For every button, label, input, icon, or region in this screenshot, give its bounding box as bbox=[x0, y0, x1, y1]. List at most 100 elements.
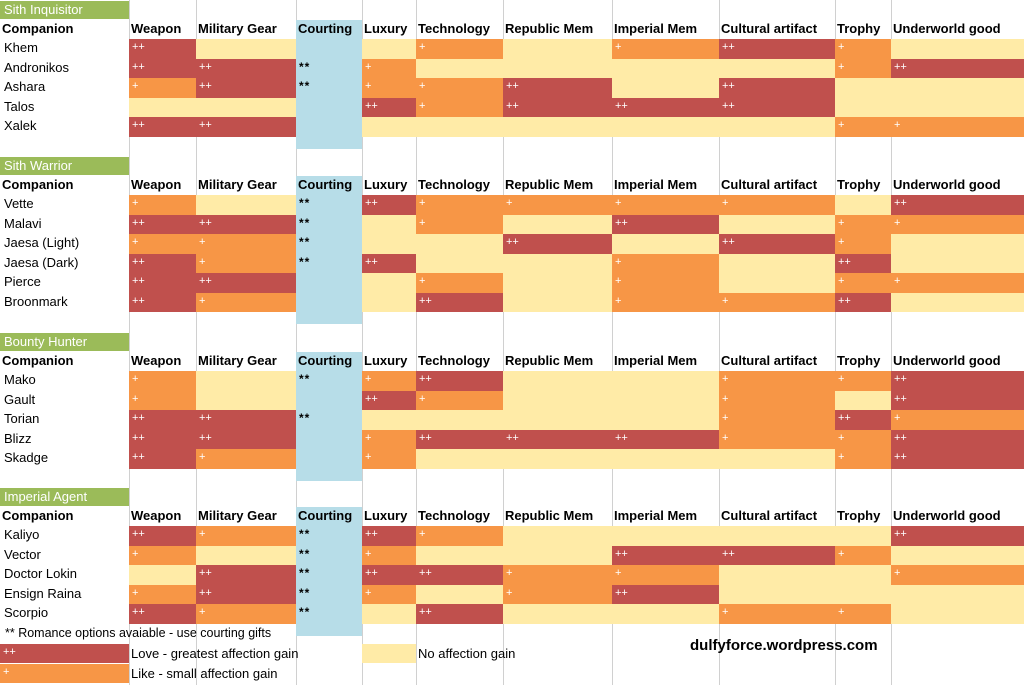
affection-cell: ++ bbox=[196, 565, 296, 585]
grid-line bbox=[129, 0, 130, 685]
affection-cell: ++ bbox=[891, 58, 1024, 78]
affection-cell: + bbox=[196, 253, 296, 273]
affection-cell: + bbox=[416, 526, 503, 546]
column-header: Companion bbox=[2, 21, 74, 36]
affection-cell: + bbox=[835, 39, 891, 59]
column-header: Weapon bbox=[131, 177, 182, 192]
affection-cell: ++ bbox=[416, 604, 503, 624]
affection-cell: + bbox=[416, 273, 503, 293]
affection-cell bbox=[612, 78, 719, 98]
affection-cell bbox=[719, 58, 835, 78]
affection-cell bbox=[296, 117, 362, 137]
affection-cell bbox=[503, 449, 612, 469]
affection-cell: + bbox=[196, 526, 296, 546]
column-header: Underworld good bbox=[893, 21, 1001, 36]
companion-name: Broonmark bbox=[4, 293, 68, 309]
affection-cell: ++ bbox=[416, 292, 503, 312]
affection-cell bbox=[719, 526, 835, 546]
column-header: Military Gear bbox=[198, 508, 277, 523]
affection-cell: + bbox=[835, 117, 891, 137]
affection-cell: ++ bbox=[719, 97, 835, 117]
affection-cell: ** bbox=[296, 526, 362, 546]
affection-cell: + bbox=[362, 58, 416, 78]
affection-cell bbox=[612, 410, 719, 430]
affection-cell: ++ bbox=[129, 273, 196, 293]
affection-cell bbox=[503, 390, 612, 410]
companion-name: Vette bbox=[4, 196, 34, 211]
affection-cell: ++ bbox=[129, 117, 196, 137]
affection-cell: + bbox=[196, 234, 296, 254]
courting-spacer bbox=[296, 136, 362, 149]
affection-cell bbox=[416, 234, 503, 254]
affection-cell: ++ bbox=[891, 526, 1024, 546]
companion-name: Vector bbox=[4, 546, 41, 562]
affection-cell: ++ bbox=[503, 78, 612, 98]
affection-cell bbox=[835, 390, 891, 410]
affection-cell: + bbox=[891, 565, 1024, 585]
grid-line bbox=[196, 0, 197, 685]
affection-cell bbox=[296, 273, 362, 293]
column-header: Trophy bbox=[837, 508, 881, 523]
column-header: Technology bbox=[418, 177, 490, 192]
affection-cell bbox=[612, 371, 719, 391]
affection-cell: ++ bbox=[891, 429, 1024, 449]
affection-cell: ++ bbox=[196, 78, 296, 98]
affection-cell bbox=[612, 526, 719, 546]
affection-cell: ++ bbox=[835, 292, 891, 312]
affection-cell: ++ bbox=[835, 253, 891, 273]
affection-cell bbox=[362, 117, 416, 137]
like-swatch: + bbox=[0, 664, 129, 683]
affection-cell: + bbox=[129, 371, 196, 391]
affection-cell: + bbox=[891, 273, 1024, 293]
affection-cell: ++ bbox=[503, 97, 612, 117]
affection-cell: + bbox=[196, 604, 296, 624]
affection-cell: + bbox=[362, 449, 416, 469]
companion-name: Jaesa (Dark) bbox=[4, 254, 79, 270]
affection-cell bbox=[503, 273, 612, 293]
affection-cell bbox=[891, 545, 1024, 565]
affection-cell: + bbox=[719, 371, 835, 391]
affection-cell: + bbox=[129, 390, 196, 410]
grid-line bbox=[296, 0, 297, 685]
companion-name: Skadge bbox=[4, 450, 49, 465]
affection-cell: ++ bbox=[196, 273, 296, 293]
affection-cell: ++ bbox=[362, 565, 416, 585]
affection-cell: + bbox=[416, 39, 503, 59]
affection-cell bbox=[503, 253, 612, 273]
affection-cell bbox=[835, 584, 891, 604]
affection-cell bbox=[362, 292, 416, 312]
affection-cell bbox=[835, 78, 891, 98]
affection-cell: + bbox=[835, 545, 891, 565]
affection-cell: + bbox=[416, 390, 503, 410]
affection-cell bbox=[362, 234, 416, 254]
section-title: Bounty Hunter bbox=[0, 333, 129, 351]
affection-cell bbox=[296, 429, 362, 449]
affection-cell: + bbox=[612, 565, 719, 585]
affection-cell: ++ bbox=[129, 214, 196, 234]
affection-cell bbox=[416, 545, 503, 565]
affection-cell: + bbox=[503, 195, 612, 215]
column-header: Courting bbox=[296, 352, 362, 371]
affection-cell: + bbox=[503, 565, 612, 585]
affection-cell: + bbox=[835, 58, 891, 78]
courting-spacer bbox=[296, 312, 362, 324]
affection-cell: ++ bbox=[129, 410, 196, 430]
affection-cell bbox=[362, 214, 416, 234]
affection-cell: ** bbox=[296, 565, 362, 585]
affection-cell bbox=[129, 565, 196, 585]
column-header: Imperial Mem bbox=[614, 508, 698, 523]
affection-cell bbox=[362, 410, 416, 430]
affection-cell: ++ bbox=[416, 429, 503, 449]
affection-cell bbox=[296, 39, 362, 59]
affection-cell: + bbox=[835, 273, 891, 293]
affection-cell: + bbox=[362, 584, 416, 604]
affection-cell: ++ bbox=[612, 214, 719, 234]
affection-cell bbox=[835, 565, 891, 585]
section-title: Sith Inquisitor bbox=[0, 1, 129, 19]
courting-spacer bbox=[296, 623, 362, 636]
affection-cell bbox=[296, 390, 362, 410]
affection-cell: ++ bbox=[129, 449, 196, 469]
affection-cell: ++ bbox=[129, 253, 196, 273]
companion-name: Jaesa (Light) bbox=[4, 235, 80, 250]
affection-cell: + bbox=[416, 195, 503, 215]
